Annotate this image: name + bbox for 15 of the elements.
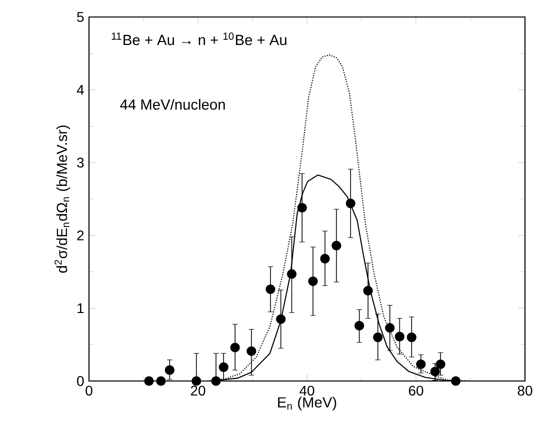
x-tick-label: 0 [86, 386, 92, 396]
x-tick-label: 80 [518, 386, 532, 396]
y-tick-label: 4 [76, 85, 84, 95]
y-tick-label: 2 [77, 230, 84, 240]
x-tick-label: 20 [190, 386, 206, 396]
annotation: 44 MeV/nucleon [120, 98, 225, 110]
x-tick-label: 60 [408, 386, 424, 396]
y-tick-label: 5 [77, 12, 84, 22]
x-axis-title: E$_{n}$ (MeV) [278, 396, 336, 410]
y-tick-label: 3 [77, 158, 84, 168]
y-tick-label: 0 [77, 376, 84, 386]
y-tick-label: 1 [78, 303, 84, 314]
y-axis-title: d$^{2}$σ/dE$_{n}$dΩ$_{n}$ (b/MeV.sr) [54, 126, 70, 273]
annotation: $^{11}$Be + Au → n + $^{10}$Be + Au [112, 32, 286, 46]
x-tick-label: 40 [300, 386, 314, 396]
